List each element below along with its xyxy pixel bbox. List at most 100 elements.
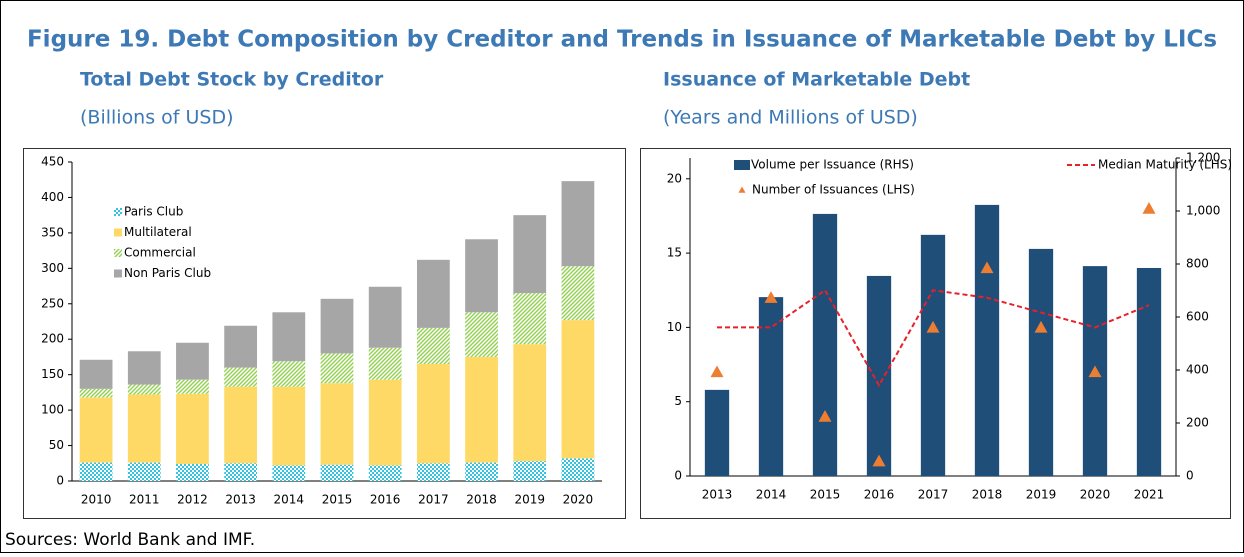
chart-title: Total Debt Stock by Creditor — [80, 69, 384, 91]
bar-segment — [513, 293, 547, 345]
y-tick-label: 20 — [667, 171, 682, 185]
bar-segment — [465, 356, 498, 463]
y-tick-label: 450 — [41, 155, 64, 169]
bar-segment — [320, 464, 354, 481]
bar-segment — [79, 462, 113, 481]
bar-segment — [272, 361, 306, 387]
x-tick-label: 2016 — [370, 493, 401, 507]
y-tick-label: 10 — [667, 320, 682, 334]
marker — [980, 261, 994, 274]
bar-segment — [127, 394, 161, 463]
legend-label: Commercial — [124, 246, 196, 260]
bar — [1136, 267, 1162, 476]
bar-segment — [561, 458, 595, 481]
x-tick-label: 2015 — [810, 488, 841, 502]
bar-segment — [224, 463, 258, 481]
bar — [974, 204, 1000, 476]
y-tick-label: 0 — [674, 469, 682, 483]
y-tick-label: 0 — [56, 474, 64, 488]
legend-label: Median Maturity (LHS) — [1098, 158, 1232, 172]
x-tick-label: 2019 — [1026, 488, 1057, 502]
y-tick-label: 200 — [41, 332, 64, 346]
marker — [764, 291, 778, 303]
chart-title: Issuance of Marketable Debt — [663, 69, 970, 91]
bar-segment — [127, 384, 161, 395]
x-tick-label: 2020 — [563, 493, 594, 507]
y-tick-label: 350 — [41, 225, 64, 239]
y2-tick-label: 0 — [1186, 469, 1194, 483]
marker — [1034, 320, 1048, 333]
bar-segment — [368, 286, 402, 348]
bar — [704, 389, 730, 476]
x-tick-label: 2013 — [702, 488, 733, 502]
bar-segment — [320, 298, 354, 354]
bar-segment — [561, 181, 595, 267]
bar-segment — [368, 347, 402, 380]
bar-segment — [368, 465, 402, 481]
bar-segment — [127, 351, 161, 385]
x-tick-label: 2010 — [81, 493, 112, 507]
bar-segment — [272, 312, 306, 362]
chart-frame — [23, 148, 626, 519]
bar-segment — [224, 325, 258, 368]
bar-segment — [79, 388, 113, 398]
x-tick-label: 2012 — [177, 493, 208, 507]
y2-tick-label: 200 — [1186, 416, 1209, 430]
y-tick-label: 50 — [49, 438, 64, 452]
line — [717, 288, 1150, 388]
bar-segment — [416, 327, 450, 365]
x-tick-label: 2016 — [864, 488, 895, 502]
bar-segment — [79, 397, 113, 463]
x-tick-label: 2019 — [514, 493, 545, 507]
bar-segment — [176, 379, 209, 394]
bar-segment — [320, 353, 354, 384]
legend-marker — [738, 186, 746, 193]
x-tick-label: 2014 — [274, 493, 305, 507]
marker — [872, 454, 886, 467]
bar-segment — [513, 344, 547, 462]
x-tick-label: 2017 — [418, 493, 449, 507]
bar-segment — [176, 393, 209, 464]
bar-segment — [416, 463, 450, 481]
chart-frame — [640, 148, 1231, 519]
source: Sources: World Bank and IMF. — [5, 530, 255, 550]
x-tick-label: 2014 — [756, 488, 787, 502]
x-tick-label: 2020 — [1080, 488, 1111, 502]
x-tick-label: 2013 — [225, 493, 256, 507]
bar-segment — [561, 266, 595, 321]
y-tick-label: 250 — [41, 296, 64, 310]
bar-segment — [224, 386, 258, 464]
figure-title: Figure 19. Debt Composition by Creditor … — [27, 27, 1217, 53]
bar — [1028, 248, 1054, 476]
bar-segment — [561, 320, 595, 459]
y-tick-label: 100 — [41, 403, 64, 417]
marker — [710, 365, 724, 378]
bar-segment — [272, 386, 306, 466]
bar-segment — [272, 465, 306, 481]
bar-segment — [176, 342, 209, 380]
y2-tick-label: 800 — [1186, 257, 1209, 271]
legend-label: Multilateral — [124, 225, 192, 239]
bar — [758, 297, 784, 476]
legend-label: Non Paris Club — [124, 266, 211, 280]
bar-segment — [513, 461, 547, 481]
legend-swatch — [114, 269, 122, 278]
y2-tick-label: 1,200 — [1186, 151, 1220, 165]
y-tick-label: 15 — [667, 246, 682, 260]
marker — [926, 320, 940, 333]
legend-label: Paris Club — [124, 205, 183, 219]
bar-segment — [465, 462, 498, 481]
y2-tick-label: 400 — [1186, 363, 1209, 377]
marker — [818, 410, 832, 422]
bar — [812, 213, 838, 477]
bar-segment — [465, 239, 498, 313]
bar-segment — [79, 359, 113, 389]
bar-segment — [224, 367, 258, 387]
x-tick-label: 2015 — [322, 493, 353, 507]
y-tick-label: 400 — [41, 190, 64, 204]
y-tick-label: 150 — [41, 367, 64, 381]
legend-swatch — [114, 208, 122, 216]
bar-segment — [465, 312, 498, 357]
bar-segment — [176, 463, 209, 481]
